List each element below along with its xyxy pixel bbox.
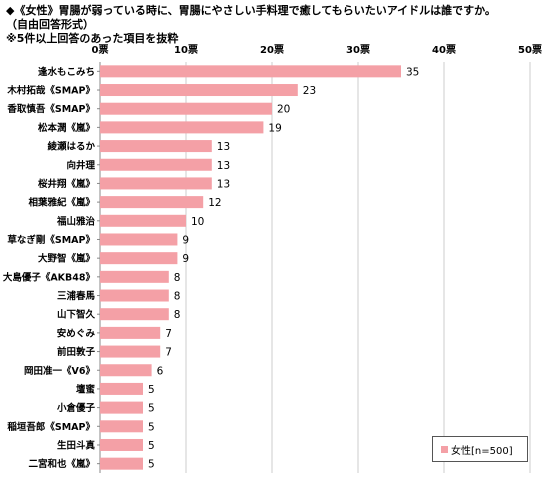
bar <box>100 345 161 358</box>
bar <box>100 196 204 209</box>
data-label: 5 <box>148 459 155 471</box>
bar <box>100 158 212 171</box>
bar <box>100 401 143 414</box>
bar <box>100 65 401 78</box>
bar <box>100 438 143 451</box>
chart-note: ※5件以上回答のあった項目を抜粋 <box>6 32 179 45</box>
category-label: 草なぎ剛《SMAP》 <box>7 234 95 246</box>
category-label: 前田敦子 <box>57 346 96 358</box>
data-label: 10 <box>191 216 204 228</box>
category-label: 稲垣吾郎《SMAP》 <box>7 421 95 433</box>
data-label: 5 <box>148 403 155 415</box>
category-label: 壇蜜 <box>76 383 96 395</box>
data-label: 5 <box>148 421 155 433</box>
x-tick-label: 30票 <box>346 44 370 56</box>
bar <box>100 252 178 265</box>
category-label: 三浦春馬 <box>57 290 96 302</box>
category-label: 大野智《嵐》 <box>38 253 95 265</box>
bar <box>100 121 264 134</box>
bar <box>100 326 161 339</box>
category-label: 安めぐみ <box>57 327 96 339</box>
data-label: 20 <box>277 104 290 116</box>
bar <box>100 289 169 302</box>
data-label: 7 <box>165 328 172 340</box>
category-label: 香取慎吾《SMAP》 <box>6 103 95 115</box>
x-tick-label: 50票 <box>518 44 542 56</box>
category-label: 木村拓哉《SMAP》 <box>6 85 95 97</box>
data-label: 8 <box>174 272 181 284</box>
bar <box>100 364 152 377</box>
bar <box>100 457 143 470</box>
data-label: 8 <box>174 309 181 321</box>
x-tick-label: 40票 <box>432 44 456 56</box>
bar <box>100 84 298 97</box>
legend-swatch <box>441 445 448 453</box>
bar <box>100 233 178 246</box>
category-label: 相葉雅紀《嵐》 <box>28 197 95 209</box>
category-label: 向井理 <box>66 159 95 171</box>
category-label: 福山雅治 <box>56 215 96 227</box>
data-label: 6 <box>157 365 164 377</box>
data-label: 13 <box>217 141 230 153</box>
category-label: 岡田准一《V6》 <box>24 365 95 377</box>
data-label: 5 <box>148 384 155 396</box>
x-tick-label: 10票 <box>174 44 198 56</box>
data-label: 13 <box>217 178 230 190</box>
legend-label: 女性[n=500] <box>451 445 513 457</box>
data-label: 19 <box>268 122 281 134</box>
bar <box>100 382 143 395</box>
x-tick-label: 20票 <box>260 44 284 56</box>
category-label: 桜井翔《嵐》 <box>38 178 95 190</box>
data-label: 9 <box>182 234 189 246</box>
chart-legend: 女性[n=500] <box>432 436 528 462</box>
bar <box>100 214 186 227</box>
data-label: 9 <box>182 253 189 265</box>
data-label: 7 <box>165 347 172 359</box>
data-label: 5 <box>148 440 155 452</box>
bar <box>100 420 143 433</box>
x-tick-label: 0票 <box>92 44 109 56</box>
chart-answer-format: （自由回答形式） <box>6 18 94 31</box>
bar <box>100 102 272 115</box>
data-label: 12 <box>208 197 221 209</box>
category-label: 逢水もこみち <box>38 66 95 78</box>
category-label: 綾瀬はるか <box>47 141 95 153</box>
bar <box>100 308 169 321</box>
category-label: 小倉優子 <box>56 402 96 414</box>
category-label: 二宮和也《嵐》 <box>28 458 95 470</box>
category-label: 生田斗真 <box>57 439 96 451</box>
bar <box>100 140 212 153</box>
category-label: 大島優子《AKB48》 <box>3 271 95 283</box>
bar <box>100 177 212 190</box>
data-label: 23 <box>303 85 316 97</box>
data-label: 13 <box>217 160 230 172</box>
category-label: 松本潤《嵐》 <box>38 122 95 134</box>
chart-question-title: ◆《女性》胃腸が弱っている時に、胃腸にやさしい手料理で癒してもらいたいアイドルは… <box>6 4 496 17</box>
data-label: 35 <box>406 66 419 78</box>
data-label: 8 <box>174 291 181 303</box>
bar <box>100 270 169 283</box>
category-label: 山下智久 <box>57 309 96 321</box>
